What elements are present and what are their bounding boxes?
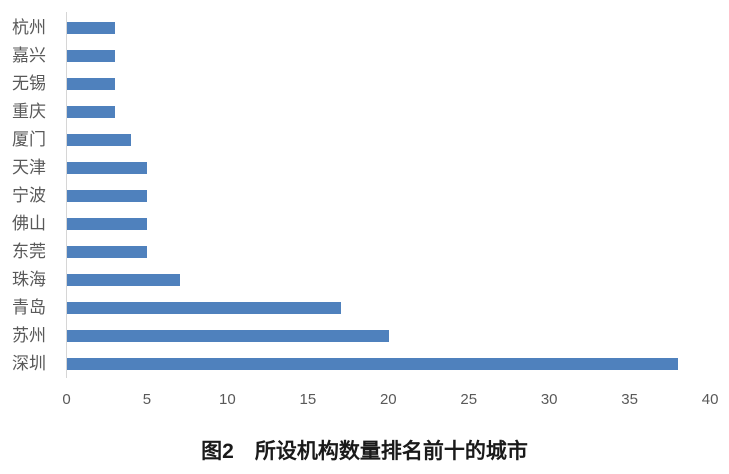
- y-axis-label: 嘉兴: [12, 45, 46, 65]
- y-axis-label: 苏州: [12, 326, 46, 346]
- bar: [67, 77, 116, 90]
- x-axis-tick-label: 10: [219, 391, 236, 408]
- y-axis-label: 天津: [12, 157, 46, 177]
- x-axis-tick-label: 5: [142, 391, 152, 408]
- y-axis-label: 厦门: [12, 129, 46, 149]
- y-axis-line: [66, 12, 67, 378]
- y-axis-label: 深圳: [12, 354, 46, 374]
- y-axis-label: 东莞: [12, 241, 46, 261]
- x-axis-tick-label: 0: [62, 391, 71, 408]
- bar: [67, 189, 148, 202]
- bar: [67, 133, 132, 146]
- bar: [67, 21, 116, 34]
- x-axis-tick-label: 40: [701, 391, 719, 408]
- x-axis-tick-label: 20: [379, 391, 397, 408]
- y-axis-label: 宁波: [12, 185, 46, 205]
- y-axis-label: 无锡: [12, 73, 46, 93]
- bar: [67, 358, 679, 371]
- chart-title: 图2 所设机构数量排名前十的城市: [201, 440, 528, 463]
- bar: [67, 330, 389, 343]
- x-axis-tick-label: 15: [299, 391, 317, 408]
- bar: [67, 217, 148, 230]
- bar: [67, 105, 116, 118]
- y-axis-label: 佛山: [12, 213, 46, 233]
- y-axis-label: 青岛: [12, 298, 46, 317]
- x-axis-tick-label: 35: [621, 391, 638, 408]
- bar: [67, 273, 180, 286]
- x-axis-tick-label: 30: [540, 391, 558, 408]
- plot-area: 杭州嘉兴无锡重庆厦门天津宁波佛山东莞珠海青岛苏州深圳 0 5 10 15 20 25 30 3…: [12, 12, 719, 408]
- x-axis-tick-label: 25: [460, 391, 478, 408]
- y-axis-label: 杭州: [12, 17, 46, 37]
- bar: [67, 161, 148, 174]
- bar: [67, 302, 341, 314]
- y-axis-label: 重庆: [12, 101, 46, 121]
- bar: [67, 49, 116, 62]
- y-axis-label: 珠海: [12, 269, 46, 289]
- bar: [67, 245, 148, 258]
